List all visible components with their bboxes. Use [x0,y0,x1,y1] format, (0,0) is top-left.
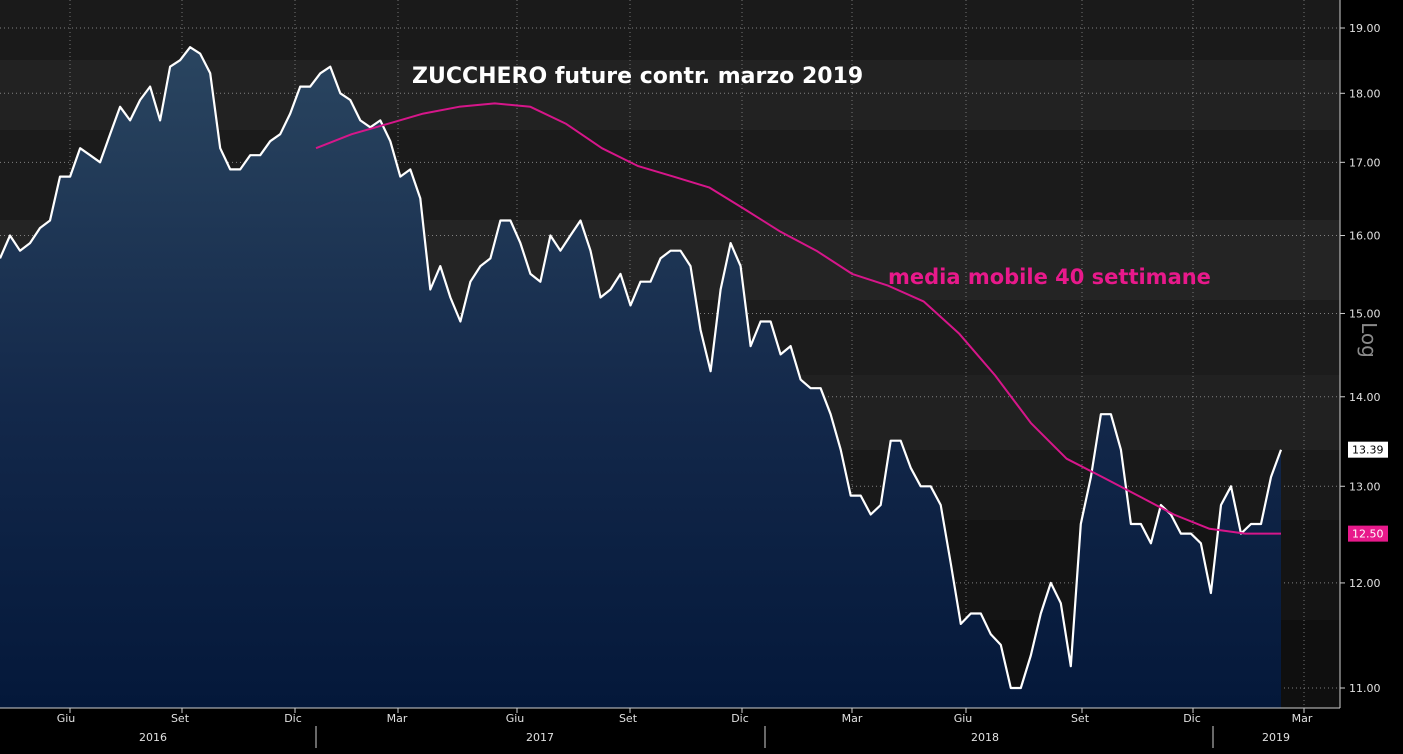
series-lines [0,46,1283,690]
x-tick-label: Set [619,712,638,725]
x-tick-label: Mar [1292,712,1313,725]
x-tick-label: Dic [1183,712,1201,725]
x-year-label: 2018 [971,731,999,744]
y-tick-label: 15.00 [1349,307,1381,320]
x-tick-label: Giu [506,712,525,725]
background-band [0,60,1340,130]
price-area-fill [0,47,1281,708]
x-tick-label: Set [1071,712,1090,725]
x-tick-label: Mar [842,712,863,725]
x-year-label: 2017 [526,731,554,744]
background-band [0,0,1340,60]
x-tick-label: Mar [387,712,408,725]
x-tick-label: Giu [57,712,76,725]
x-tick-label: Dic [731,712,749,725]
last-ma-badge-label: 12.50 [1352,528,1384,541]
axis-panel [1340,0,1403,754]
last-ma-badge [1348,525,1388,542]
x-tick-label: Giu [954,712,973,725]
chart-annotations: ZUCCHERO future contr. marzo 2019 media … [412,64,1381,358]
last-price-badge-label: 13.39 [1352,444,1384,457]
log-scale-label: Log [1357,322,1381,358]
moving-average-line [315,102,1281,535]
x-axis-panel [0,708,1403,754]
y-tick-label: 16.00 [1349,230,1381,243]
y-tick-label: 17.00 [1349,156,1381,169]
y-tick-label: 19.00 [1349,22,1381,35]
x-year-label: 2019 [1262,731,1290,744]
x-tick-label: Dic [284,712,302,725]
last-price-badge [1348,441,1388,458]
price-line [0,46,1283,690]
y-tick-label: 12.00 [1349,577,1381,590]
y-tick-label: 18.00 [1349,87,1381,100]
x-tick-label: Set [171,712,190,725]
y-tick-label: 11.00 [1349,682,1381,695]
y-tick-label: 13.00 [1349,480,1381,493]
y-tick-label: 14.00 [1349,391,1381,404]
x-year-label: 2016 [139,731,167,744]
chart-title: ZUCCHERO future contr. marzo 2019 [412,64,863,89]
price-area [0,47,1281,708]
moving-average-label: media mobile 40 settimane [888,265,1211,289]
